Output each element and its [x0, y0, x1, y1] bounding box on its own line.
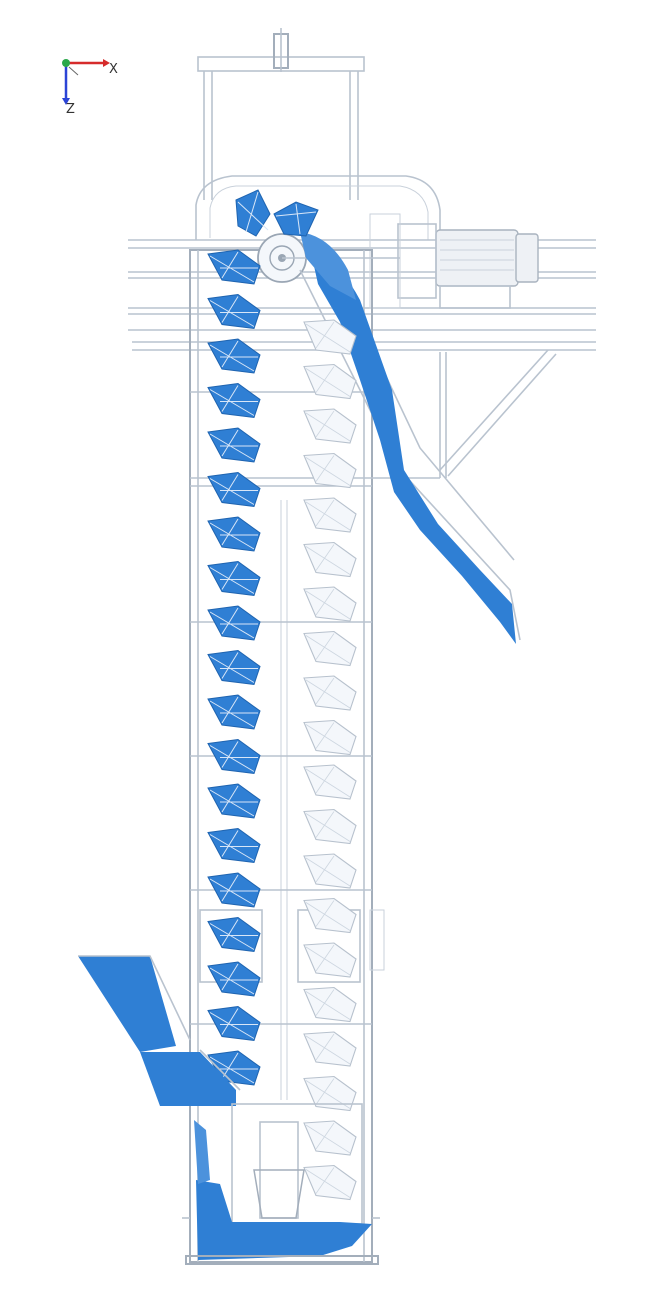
z-axis-arrowhead: [62, 98, 70, 105]
empty-bucket: [303, 586, 357, 622]
drive-motor: [369, 213, 539, 309]
head-buckets: [235, 189, 319, 237]
empty-bucket: [303, 853, 357, 889]
x-axis-arrowhead: [103, 59, 110, 67]
empty-bucket: [303, 764, 357, 800]
x-axis-label: X: [109, 62, 118, 77]
inlet-chute: [78, 955, 241, 1106]
support-bracket: [439, 349, 557, 478]
empty-bucket: [303, 1031, 357, 1067]
empty-bucket: [303, 319, 357, 355]
loaded-bucket: [207, 382, 261, 419]
empty-bucket: [303, 942, 357, 978]
loaded-bucket: [207, 293, 261, 330]
empty-bucket: [303, 541, 357, 578]
loaded-bucket: [207, 916, 261, 953]
empty-bucket: [303, 1120, 357, 1156]
loaded-bucket: [207, 872, 261, 908]
z-axis-label: Z: [66, 102, 75, 117]
descending-buckets: [303, 319, 357, 1201]
loaded-bucket: [207, 783, 261, 819]
y-axis-origin: [62, 59, 70, 67]
loaded-bucket: [207, 649, 261, 686]
empty-bucket: [303, 986, 357, 1023]
loaded-bucket: [207, 605, 261, 641]
empty-bucket: [303, 808, 357, 845]
empty-bucket: [303, 675, 357, 711]
loaded-bucket: [207, 961, 261, 997]
empty-bucket: [303, 719, 357, 756]
loaded-bucket: [207, 249, 261, 285]
loaded-bucket: [207, 427, 261, 463]
loaded-bucket: [207, 738, 261, 775]
loaded-bucket: [207, 827, 261, 864]
head-pulley: [257, 233, 400, 283]
loaded-bucket: [207, 560, 261, 597]
head-frame: [197, 28, 365, 200]
loaded-bucket: [207, 1005, 261, 1042]
empty-bucket: [303, 630, 357, 667]
loaded-bucket: [207, 338, 261, 374]
empty-bucket: [303, 497, 357, 533]
empty-bucket: [303, 363, 357, 400]
empty-bucket: [303, 1075, 357, 1112]
axis-triad: X Z: [62, 59, 118, 117]
ascending-buckets: [207, 249, 261, 1086]
loaded-bucket: [207, 694, 261, 730]
boot-section: [182, 1103, 380, 1265]
loaded-bucket: [207, 516, 261, 552]
loaded-bucket: [207, 471, 261, 508]
empty-bucket: [303, 1164, 357, 1201]
empty-bucket: [303, 408, 357, 444]
empty-bucket: [303, 452, 357, 489]
head-hood: [195, 175, 441, 245]
discharge-chute: [299, 232, 521, 644]
empty-bucket: [303, 897, 357, 934]
